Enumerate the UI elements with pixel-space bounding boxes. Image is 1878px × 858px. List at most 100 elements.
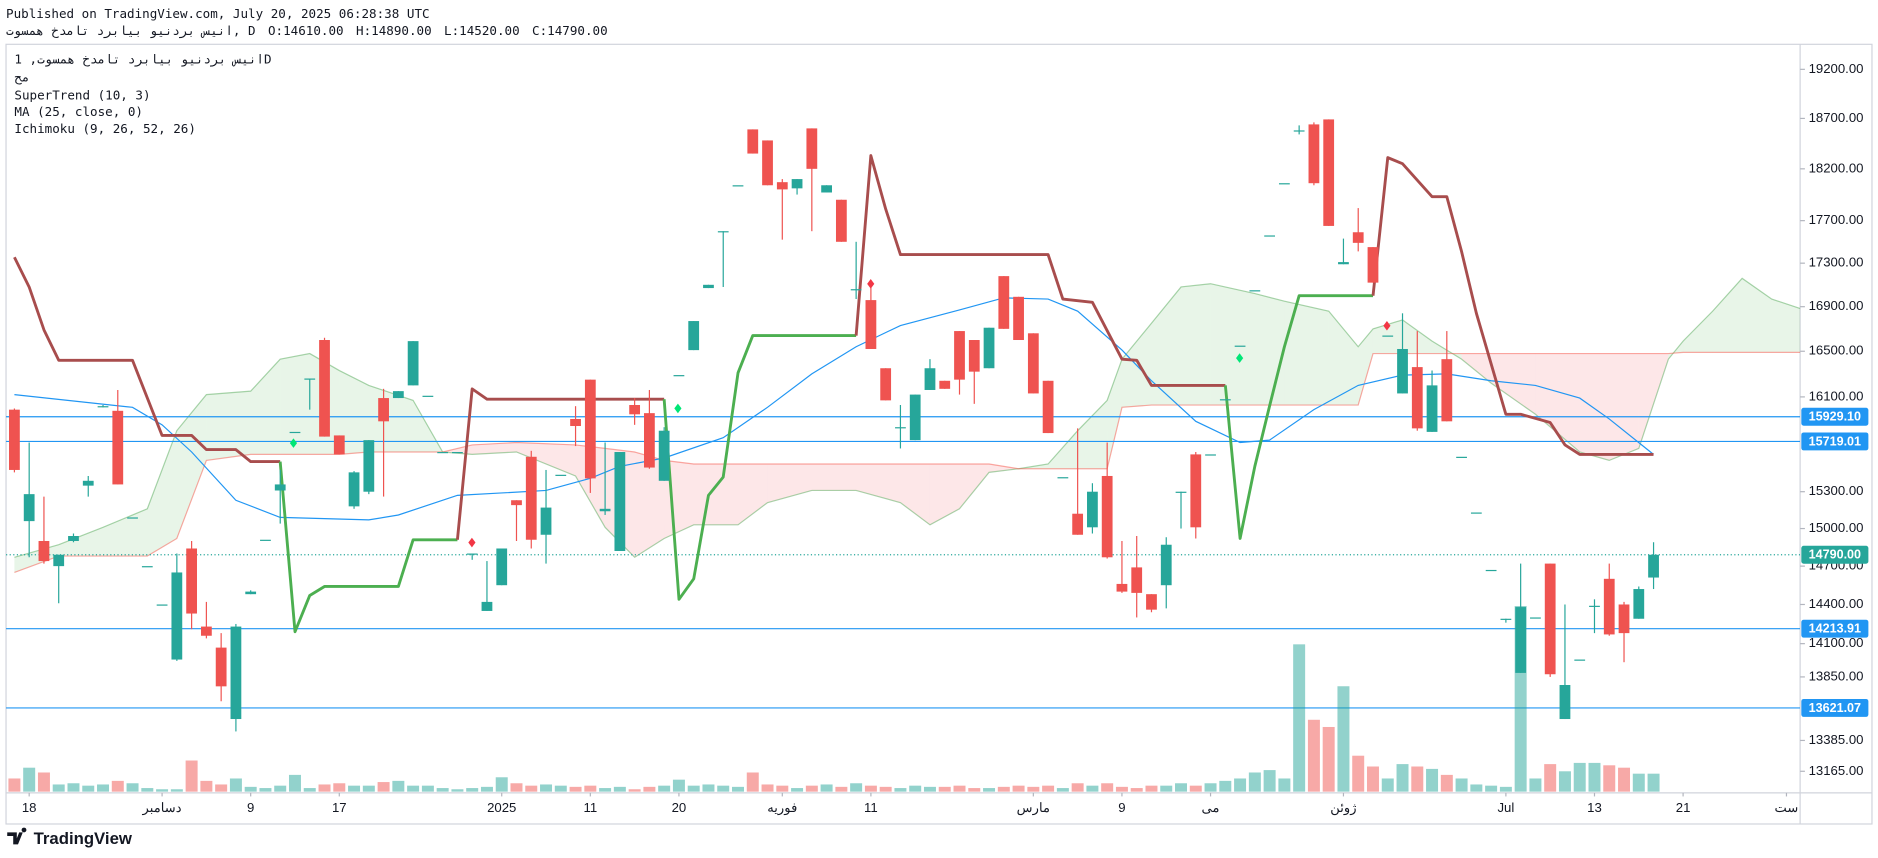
candle-body bbox=[525, 456, 537, 540]
y-tick-label: 16900.00 bbox=[1809, 298, 1864, 313]
cloud-fill bbox=[811, 463, 857, 491]
ohlc-high: H:14890.00 bbox=[356, 23, 432, 38]
ohlc-open: O:14610.00 bbox=[268, 23, 344, 38]
legend-symbol: انیس بردنیو بیابرد تامدخ همسوت, 1D bbox=[14, 51, 271, 67]
candle-body bbox=[363, 440, 375, 492]
candle-body bbox=[835, 199, 847, 242]
volume-bar bbox=[983, 788, 996, 792]
candle-body bbox=[599, 508, 611, 512]
candle-body bbox=[378, 398, 389, 422]
candle-body bbox=[1382, 335, 1394, 337]
candle-body bbox=[186, 548, 198, 614]
candle-body bbox=[333, 435, 345, 455]
candle-body bbox=[1027, 333, 1039, 394]
cloud-fill bbox=[634, 452, 665, 558]
volume-bar bbox=[658, 785, 671, 792]
candle-body bbox=[38, 540, 50, 562]
candle-body bbox=[954, 331, 965, 380]
volume-bar bbox=[1485, 785, 1498, 792]
volume-bar bbox=[451, 789, 464, 792]
candle-body bbox=[998, 276, 1010, 329]
volume-bar bbox=[37, 772, 50, 792]
x-tick-label: 13 bbox=[1587, 800, 1602, 815]
volume-bar bbox=[1588, 762, 1601, 792]
candle-body bbox=[629, 405, 641, 415]
volume-bar bbox=[111, 780, 124, 792]
candle-body bbox=[245, 591, 257, 595]
y-tick-label: 18200.00 bbox=[1809, 160, 1864, 175]
candle-body bbox=[304, 378, 316, 380]
cloud-fill bbox=[103, 508, 148, 557]
published-line: Published on TradingView.com, July 20, 2… bbox=[6, 6, 430, 21]
candle-body bbox=[1367, 247, 1379, 283]
volume-bar bbox=[1189, 785, 1202, 792]
volume-bar bbox=[894, 788, 907, 792]
volume-bar bbox=[156, 789, 169, 792]
candle-body bbox=[1087, 491, 1098, 528]
ohlc-low: L:14520.00 bbox=[444, 23, 520, 38]
cloud-fill bbox=[1151, 286, 1182, 406]
supertrend-line bbox=[854, 154, 1226, 387]
volume-bar bbox=[672, 779, 685, 792]
volume-bar bbox=[554, 785, 567, 792]
candle-body bbox=[821, 185, 832, 193]
volume-bar bbox=[436, 788, 449, 792]
volume-bar bbox=[1293, 644, 1306, 792]
x-tick-label: 21 bbox=[1676, 800, 1691, 815]
logo-icon bbox=[7, 827, 27, 845]
candle-body bbox=[1323, 119, 1335, 226]
candle-body bbox=[1293, 130, 1305, 132]
volume-bar bbox=[643, 786, 656, 792]
volume-bar bbox=[732, 786, 744, 792]
volume-bar bbox=[540, 784, 553, 792]
cloud-fill bbox=[929, 463, 960, 525]
volume-bar bbox=[1056, 788, 1069, 792]
volume-bar bbox=[628, 789, 641, 792]
candle-body bbox=[511, 500, 522, 506]
candle-body bbox=[644, 413, 655, 468]
volume-bar bbox=[348, 785, 361, 792]
cloud-fill bbox=[693, 463, 738, 525]
sell-signal bbox=[867, 279, 875, 289]
cloud-fill bbox=[1284, 301, 1329, 406]
candle-body bbox=[97, 406, 109, 408]
candle-body bbox=[23, 494, 35, 522]
candle-body bbox=[1618, 604, 1630, 634]
volume-bar bbox=[1115, 786, 1128, 792]
volume-bar bbox=[702, 784, 715, 792]
cloud-fill bbox=[1491, 353, 1536, 415]
cloud-fill bbox=[1683, 311, 1713, 353]
candle-body bbox=[570, 418, 581, 427]
x-tick-label: دسامبر bbox=[141, 800, 181, 816]
symbol: انیس بردنیو بیابرد تامدخ همسوت, D bbox=[6, 23, 256, 39]
cloud-fill bbox=[1254, 293, 1285, 406]
volume-bar bbox=[1455, 778, 1468, 792]
volume-bar bbox=[1042, 785, 1055, 792]
candle-body bbox=[1485, 569, 1497, 572]
x-tick-label: 11 bbox=[583, 800, 597, 815]
candle-body bbox=[1234, 345, 1246, 347]
candle-body bbox=[1072, 513, 1084, 535]
volume-bar bbox=[185, 760, 198, 792]
volume-bar bbox=[953, 785, 966, 792]
volume-bar bbox=[1529, 778, 1542, 792]
candle-body bbox=[1160, 544, 1172, 586]
candle-body bbox=[555, 474, 567, 476]
legend-exchange: مح bbox=[14, 69, 29, 85]
volume-bar bbox=[141, 788, 154, 792]
volume-bar bbox=[126, 783, 139, 792]
volume-bar bbox=[1175, 783, 1187, 792]
symbol-line: انیس بردنیو بیابرد تامدخ همسوت, D O:1461… bbox=[6, 23, 608, 39]
volume-bar bbox=[200, 780, 213, 792]
candle-body bbox=[1648, 554, 1659, 578]
candle-body bbox=[1338, 262, 1349, 265]
candle-body bbox=[496, 548, 508, 586]
legend-ma: MA (25, close, 0) bbox=[14, 104, 143, 119]
candle-body bbox=[1530, 617, 1541, 619]
candle-body bbox=[540, 507, 552, 535]
candle-body bbox=[422, 395, 434, 397]
volume-bar bbox=[746, 772, 759, 792]
volume-bar bbox=[864, 785, 877, 792]
volume-bar bbox=[879, 786, 892, 792]
